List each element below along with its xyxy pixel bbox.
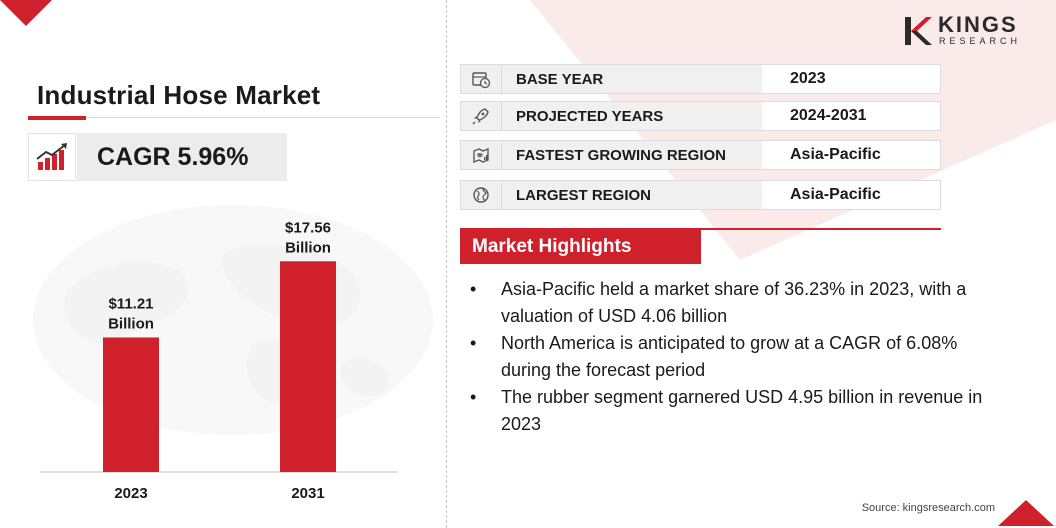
highlight-text: The rubber segment garnered USD 4.95 bil…	[501, 387, 983, 434]
growth-chart-icon	[28, 133, 76, 181]
info-value: 2024-2031	[790, 107, 867, 124]
highlights-rule	[460, 228, 941, 230]
logo-subtitle: RESEARCH	[939, 36, 1022, 46]
bar	[103, 337, 159, 472]
cagr-value: CAGR 5.96%	[97, 142, 249, 171]
info-value: Asia-Pacific	[790, 146, 881, 163]
x-tick-label: 2023	[114, 485, 147, 502]
kings-research-logo: KINGS RESEARCH	[902, 14, 1021, 47]
list-item: • Asia-Pacific held a market share of 36.…	[470, 276, 990, 330]
page-title: Industrial Hose Market	[37, 80, 321, 110]
info-label: BASE YEAR	[502, 65, 762, 93]
bar-value-label: $11.21	[108, 295, 153, 312]
bullet-icon: •	[470, 333, 477, 353]
info-row-fastest-growing-region: FASTEST GROWING REGION Asia-Pacific	[460, 140, 941, 170]
corner-accent-bottom-right	[998, 500, 1054, 526]
market-size-bar-chart: $11.21 Billion $17.56 Billion 2023 2031	[40, 219, 398, 502]
info-value: Asia-Pacific	[790, 186, 881, 203]
rocket-icon	[461, 102, 502, 130]
info-row-projected-years: PROJECTED YEARS 2024-2031	[460, 101, 941, 131]
globe-icon	[461, 181, 502, 209]
info-row-largest-region: LARGEST REGION Asia-Pacific	[460, 180, 941, 210]
info-row-base-year: BASE YEAR 2023	[460, 64, 941, 94]
highlight-text: Asia-Pacific held a market share of 36.2…	[501, 279, 967, 326]
list-item: • The rubber segment garnered USD 4.95 bi…	[470, 384, 990, 438]
highlights-list: • Asia-Pacific held a market share of 36.…	[470, 276, 990, 438]
cagr-badge: CAGR 5.96%	[77, 133, 287, 181]
highlight-text: North America is anticipated to grow at …	[501, 333, 958, 380]
info-label: FASTEST GROWING REGION	[502, 141, 762, 169]
corner-accent-top-left	[0, 0, 52, 26]
list-item: • North America is anticipated to grow at…	[470, 330, 990, 384]
title-underline	[28, 117, 440, 118]
bar	[280, 261, 336, 472]
bar-group	[103, 261, 336, 472]
info-label: LARGEST REGION	[502, 181, 762, 209]
panel-divider	[446, 0, 447, 528]
info-value: 2023	[790, 70, 826, 87]
x-tick-label: 2031	[291, 485, 324, 502]
logo-k-mark-icon	[902, 15, 932, 47]
bar-value-unit-label: Billion	[285, 239, 331, 256]
highlights-heading: Market Highlights	[460, 230, 701, 264]
source-credit: Source: kingsresearch.com	[861, 502, 995, 514]
bar-value-unit-label: Billion	[108, 315, 154, 332]
bar-value-label: $17.56	[285, 219, 331, 236]
bullet-icon: •	[470, 387, 477, 407]
bullet-icon: •	[470, 279, 477, 299]
title-underline-accent	[28, 116, 86, 120]
calendar-clock-icon	[461, 65, 502, 93]
info-label: PROJECTED YEARS	[502, 102, 762, 130]
region-map-icon	[461, 141, 502, 169]
logo-wordmark: KINGS	[938, 12, 1018, 37]
